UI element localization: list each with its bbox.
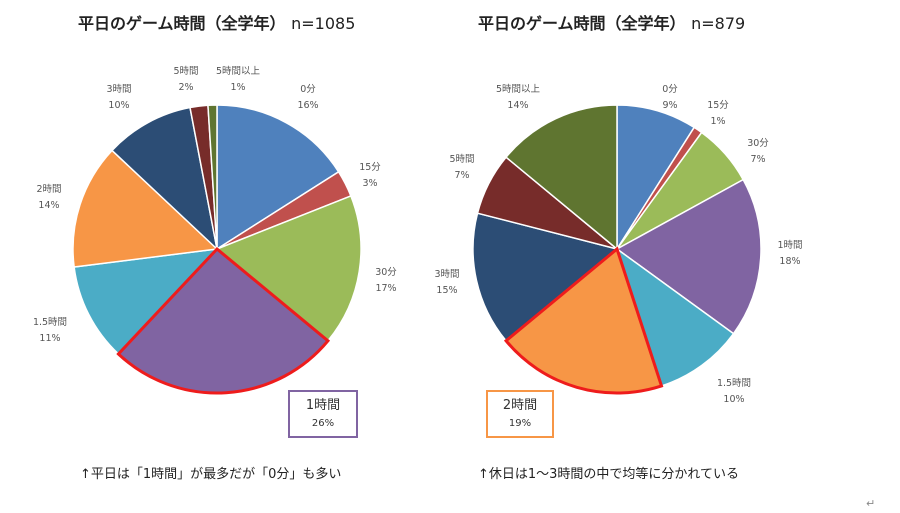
return-mark: ↵ <box>866 497 876 510</box>
chart1-label-8: 5時間以上 1% <box>215 66 261 93</box>
chart1-n: n=1085 <box>291 14 356 33</box>
chart2-label-0: 0分 9% <box>662 84 678 111</box>
chart2-label-2: 30分 7% <box>747 138 769 165</box>
chart2-label-8: 5時間以上 14% <box>495 84 541 111</box>
chart1-slice-5 <box>72 149 219 268</box>
chart1-label-2: 30分 17% <box>375 267 397 294</box>
chart2-callout: 2時間 19% <box>486 390 554 438</box>
chart2-label-3: 1時間 18% <box>777 240 803 267</box>
chart1-slice-4 <box>73 247 219 356</box>
chart2-highlight-outline <box>503 246 664 395</box>
chart1-slice-6 <box>110 106 219 252</box>
chart2-label-7: 5時間 7% <box>449 154 475 181</box>
chart1-label-4: 1.5時間 11% <box>32 317 68 344</box>
chart1-slice-0 <box>216 104 340 251</box>
chart1-label-0: 0分 16% <box>297 84 319 111</box>
chart1-label-7: 5時間 2% <box>173 66 199 93</box>
chart1-caption: ↑平日は「1時間」が最多だが「0分」も多い <box>80 467 342 482</box>
chart2-caption: ↑休日は1～3時間の中で均等に分かれている <box>478 467 740 482</box>
chart2-label-1: 15分 1% <box>707 100 729 127</box>
chart1-label-5: 2時間 14% <box>36 184 62 211</box>
chart2-title-text: 平日のゲーム時間（全学年） <box>478 14 686 33</box>
chart1-highlight-outline <box>116 246 331 395</box>
chart1-label-6: 3時間 10% <box>106 84 132 111</box>
chart1-label-1: 15分 3% <box>359 162 381 189</box>
chart1-title: 平日のゲーム時間（全学年） n=1085 <box>78 10 355 34</box>
chart1-slice-8 <box>207 104 218 250</box>
chart2-label-6: 3時間 15% <box>434 269 460 296</box>
chart1-callout: 1時間 26% <box>288 390 358 438</box>
chart1-title-text: 平日のゲーム時間（全学年） <box>78 14 286 33</box>
chart2-title: 平日のゲーム時間（全学年） n=879 <box>478 10 745 34</box>
chart1-slice-2 <box>215 195 362 342</box>
chart2-slice-6 <box>472 212 619 342</box>
chart2-label-4: 1.5時間 10% <box>716 378 752 405</box>
chart2-slice-0 <box>616 104 696 252</box>
chart2-slice-3 <box>615 178 762 335</box>
chart2-slice-4 <box>615 247 735 387</box>
chart2-n: n=879 <box>691 14 746 33</box>
chart2-slice-8 <box>504 104 618 251</box>
